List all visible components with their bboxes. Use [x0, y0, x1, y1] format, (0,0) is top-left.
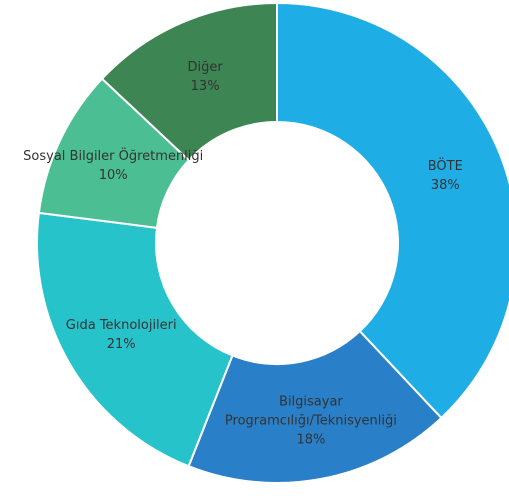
slice-label: Diğer 13% — [188, 58, 223, 96]
category-label: Sosyal Bilgiler Öğretmenliği — [23, 148, 204, 164]
category-label: Diğer — [187, 59, 223, 75]
slice-label: Gıda Teknolojileri 21% — [66, 316, 177, 354]
donut-slice — [36, 211, 234, 468]
donut-slice — [276, 1, 509, 420]
category-label: Gıda Teknolojileri — [65, 318, 177, 334]
value-label: 38% — [430, 178, 460, 194]
donut-slice — [100, 1, 278, 162]
category-label: Bilgisayar Programcılığı/Teknisyenliği — [224, 394, 397, 429]
value-label: 21% — [106, 337, 136, 353]
value-label: 18% — [296, 432, 326, 448]
category-label: BÖTE — [427, 159, 463, 175]
value-label: 13% — [190, 78, 220, 94]
value-label: 10% — [98, 167, 128, 183]
slice-label: BÖTE 38% — [428, 157, 463, 195]
slice-label: Sosyal Bilgiler Öğretmenliği 10% — [23, 147, 203, 185]
slice-label: Bilgisayar Programcılığı/Teknisyenliği 18… — [212, 392, 410, 449]
donut-slice — [187, 329, 443, 484]
